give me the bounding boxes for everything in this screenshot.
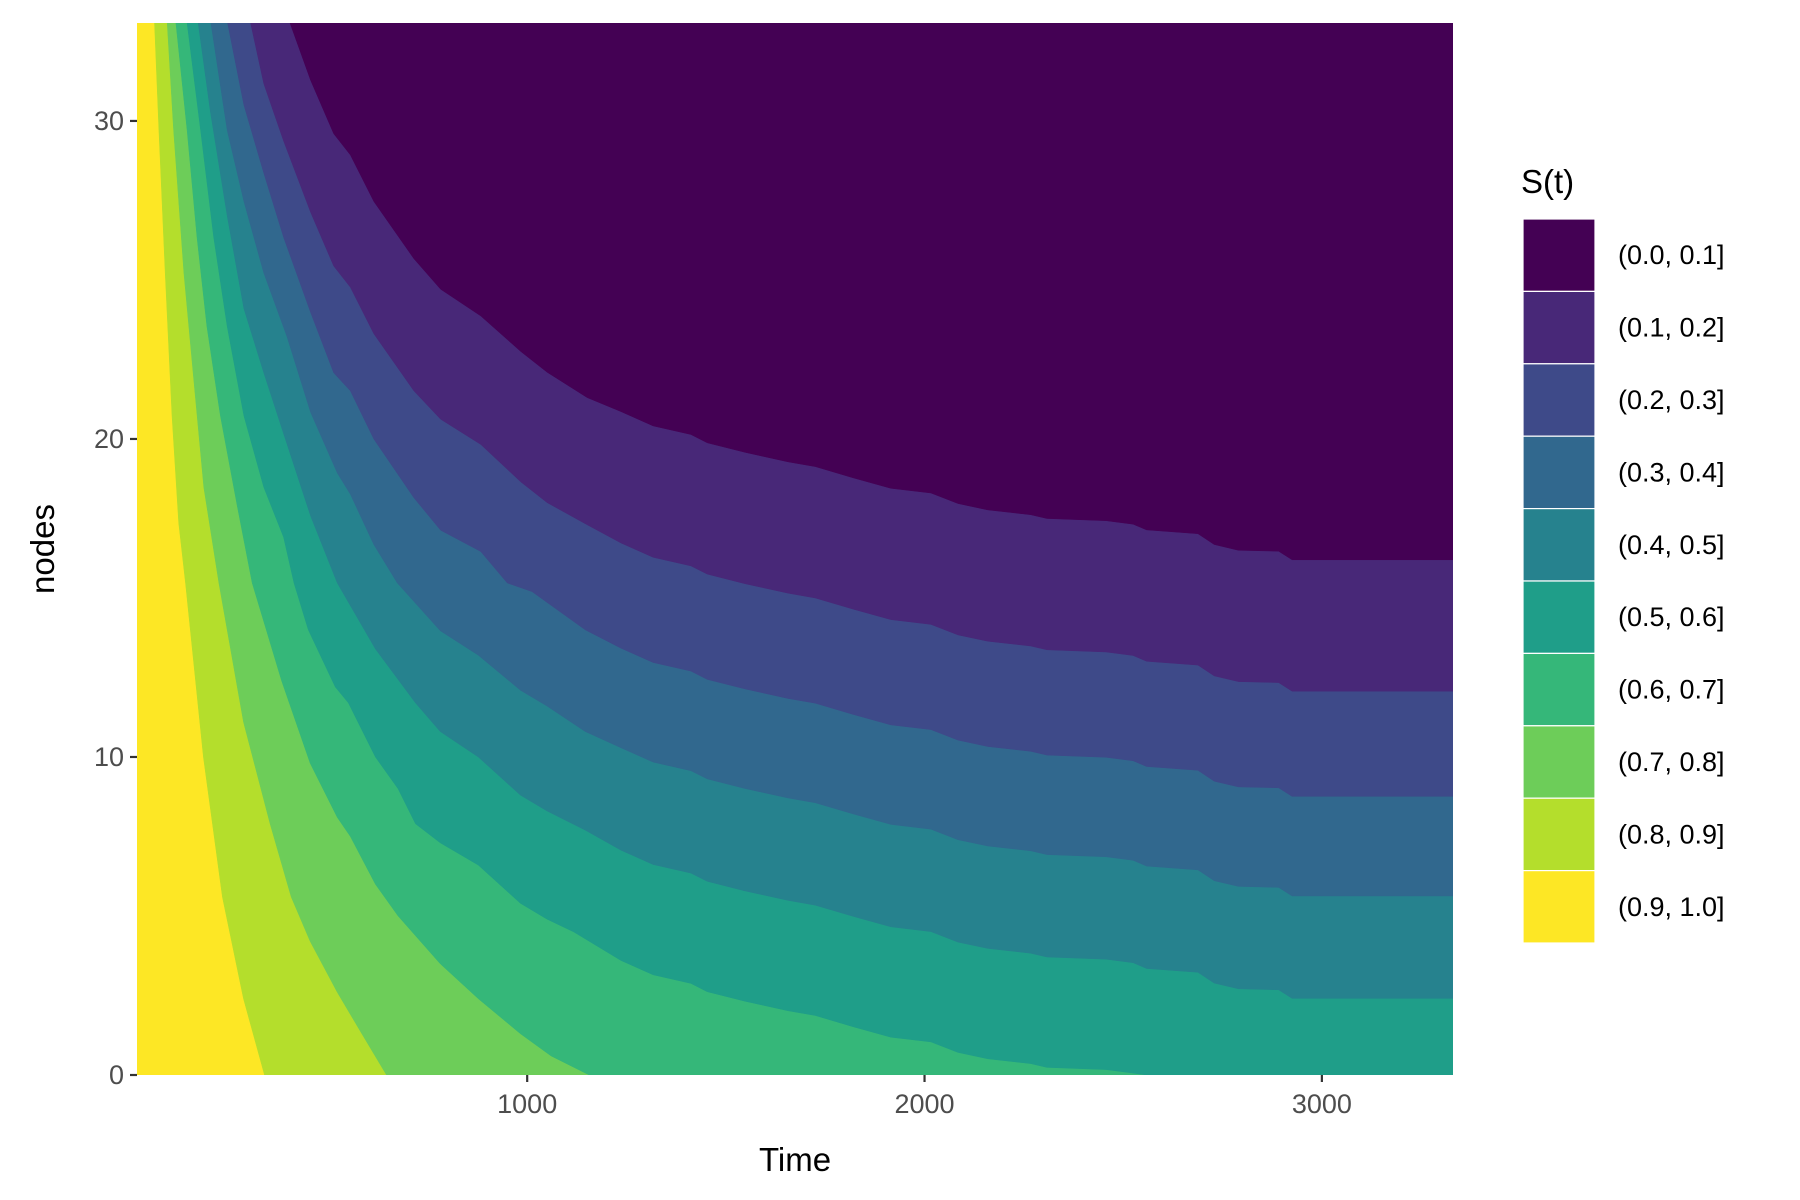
legend-label: (0.4, 0.5]: [1618, 530, 1725, 560]
y-axis: 0 10 20 30: [94, 106, 137, 1090]
legend-label: (0.3, 0.4]: [1618, 457, 1725, 487]
legend-label: (0.7, 0.8]: [1618, 747, 1725, 777]
legend-key: [1522, 725, 1596, 799]
x-axis: 1000 2000 3000: [497, 1075, 1352, 1119]
legend-key: [1522, 652, 1596, 727]
legend-label: (0.5, 0.6]: [1618, 602, 1725, 632]
legend: S(t) (0.0, 0.1] (0.1, 0.2] (0.2, 0.3] (0.3,…: [1521, 163, 1725, 944]
legend-label: (0.2, 0.3]: [1618, 385, 1725, 415]
y-tick-label: 0: [109, 1060, 124, 1090]
legend-title: S(t): [1521, 163, 1574, 200]
legend-label: (0.1, 0.2]: [1618, 313, 1725, 343]
x-tick-label: 3000: [1292, 1089, 1352, 1119]
contour-band-below-0.1: [289, 23, 1453, 561]
legend-key: [1522, 290, 1596, 365]
legend-label: (0.6, 0.7]: [1618, 675, 1725, 705]
legend-key: [1522, 435, 1596, 510]
y-tick-label: 30: [94, 106, 124, 136]
x-axis-title: Time: [759, 1141, 831, 1178]
x-tick-label: 1000: [497, 1089, 557, 1119]
legend-key: [1522, 797, 1596, 872]
y-axis-title: nodes: [24, 504, 61, 594]
legend-key: [1522, 508, 1596, 582]
legend-label: (0.9, 1.0]: [1618, 892, 1725, 922]
y-tick-label: 20: [94, 424, 124, 454]
plot-panel: [137, 23, 1453, 1075]
y-tick-label: 10: [94, 742, 124, 772]
legend-label: (0.0, 0.1]: [1618, 240, 1725, 270]
legend-label: (0.8, 0.9]: [1618, 819, 1725, 849]
legend-key: [1522, 869, 1596, 944]
legend-key: [1522, 218, 1596, 293]
x-tick-label: 2000: [894, 1089, 954, 1119]
legend-key: [1522, 580, 1596, 655]
legend-key: [1522, 363, 1596, 437]
